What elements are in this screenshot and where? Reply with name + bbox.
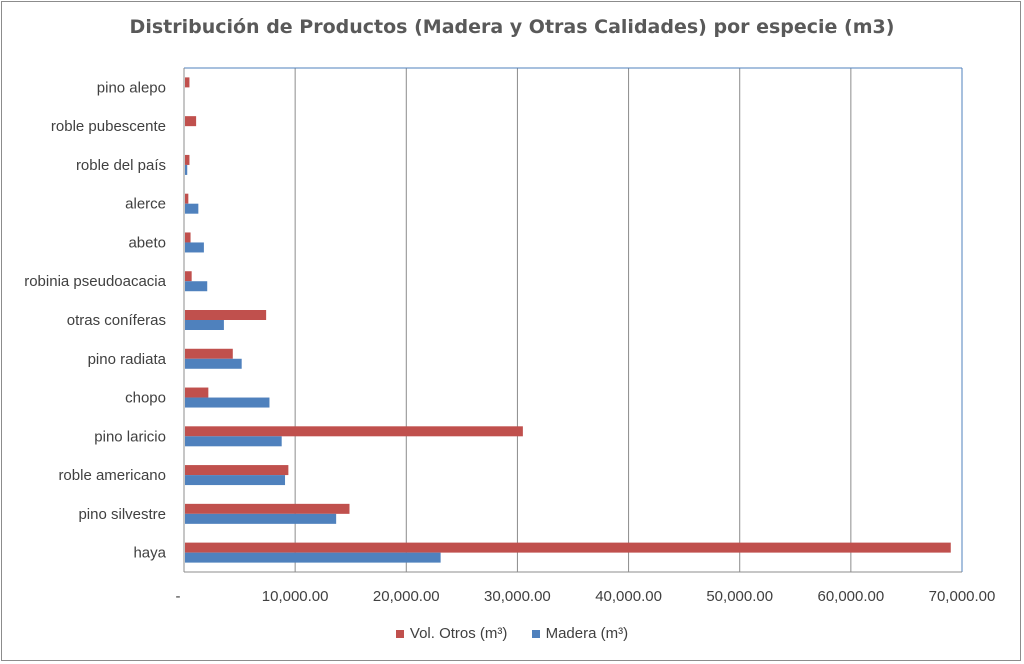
bar-vol-otros-m-alerce xyxy=(185,193,189,204)
category-label-chopo: chopo xyxy=(125,390,166,407)
bar-madera-m-pino-silvestre xyxy=(185,513,337,524)
category-label-pino-alepo: pino alepo xyxy=(97,79,166,96)
labels: haya pino silvestre roble americano pino la… xyxy=(24,79,995,605)
bar-madera-m-roble-del-pais xyxy=(185,164,188,175)
x-tick-label-40000: 40,000.00 xyxy=(595,588,662,605)
x-tick-label-0: - xyxy=(176,588,181,605)
bar-vol-otros-m-robinia-pseudoacacia xyxy=(185,271,192,282)
bar-madera-m-roble-americano xyxy=(185,475,286,486)
gridlines xyxy=(294,68,963,572)
bar-vol-otros-m-abeto xyxy=(185,232,191,243)
chart-title: Distribución de Productos (Madera y Otra… xyxy=(129,16,895,38)
category-label-roble-pubescente: roble pubescente xyxy=(51,118,166,135)
category-label-haya: haya xyxy=(133,545,166,562)
x-tick-label-10000: 10,000.00 xyxy=(262,588,329,605)
bar-vol-otros-m-pino-alepo xyxy=(185,77,190,88)
legend-label-vol-otros: Vol. Otros (m³) xyxy=(409,625,508,642)
x-tick-label-60000: 60,000.00 xyxy=(817,588,884,605)
bar-madera-m-chopo xyxy=(185,397,270,408)
bar-vol-otros-m-pino-laricio xyxy=(185,426,523,437)
legend: Vol. Otros (m³) Madera (m³) xyxy=(0,625,1024,642)
legend-swatch-madera xyxy=(531,630,540,639)
bar-madera-m-otras-coniferas xyxy=(185,320,224,330)
bar-madera-m-robinia-pseudoacacia xyxy=(185,281,208,292)
bar-vol-otros-m-otras-coniferas xyxy=(185,310,267,320)
category-label-alerce: alerce xyxy=(125,196,166,213)
bar-vol-otros-m-pino-silvestre xyxy=(185,503,350,514)
bar-vol-otros-m-roble-pubescente xyxy=(185,116,197,127)
bar-vol-otros-m-haya xyxy=(185,542,951,553)
category-label-roble-del-pais: roble del país xyxy=(76,157,166,174)
legend-item-madera: Madera (m³) xyxy=(531,625,629,642)
category-label-pino-laricio: pino laricio xyxy=(94,428,166,445)
bar-vol-otros-m-roble-del-pais xyxy=(185,154,190,165)
x-tick-label-20000: 20,000.00 xyxy=(373,588,440,605)
category-label-abeto: abeto xyxy=(128,234,166,251)
category-label-robinia-pseudoacacia: robinia pseudoacacia xyxy=(24,273,166,290)
bar-vol-otros-m-chopo xyxy=(185,387,209,398)
category-label-roble-americano: roble americano xyxy=(58,467,166,484)
legend-item-vol-otros: Vol. Otros (m³) xyxy=(395,625,508,642)
bar-madera-m-pino-radiata xyxy=(185,358,242,369)
bar-vol-otros-m-pino-radiata xyxy=(185,348,233,359)
category-label-otras-coniferas: otras coníferas xyxy=(67,312,166,329)
x-tick-label-70000: 70,000.00 xyxy=(929,588,996,605)
bar-madera-m-alerce xyxy=(185,203,199,214)
category-label-pino-radiata: pino radiata xyxy=(88,351,167,368)
x-tick-label-30000: 30,000.00 xyxy=(484,588,551,605)
legend-swatch-vol-otros xyxy=(395,630,404,639)
bars xyxy=(185,77,951,563)
legend-label-madera: Madera (m³) xyxy=(545,625,629,642)
x-tick-label-50000: 50,000.00 xyxy=(706,588,773,605)
bar-madera-m-abeto xyxy=(185,242,204,253)
bar-madera-m-pino-laricio xyxy=(185,436,282,447)
bar-madera-m-haya xyxy=(185,552,441,563)
axes xyxy=(183,67,963,573)
category-label-pino-silvestre: pino silvestre xyxy=(78,506,166,523)
bar-vol-otros-m-roble-americano xyxy=(185,465,289,476)
